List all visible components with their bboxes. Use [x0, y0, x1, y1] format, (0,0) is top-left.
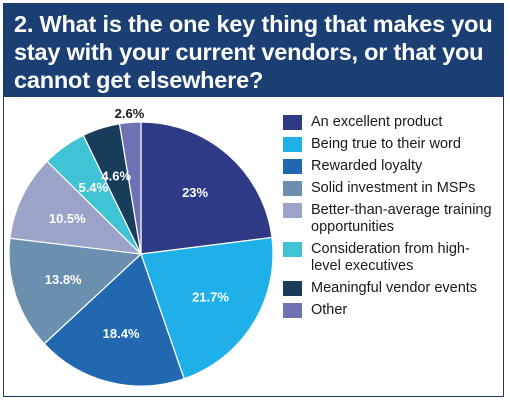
legend-label: Rewarded loyalty — [311, 158, 423, 174]
slice-label: 18.4% — [103, 326, 140, 341]
legend-swatch — [283, 159, 302, 174]
legend-item: Meaningful vendor events — [283, 280, 498, 297]
slice-label: 4.6% — [101, 169, 131, 184]
slice-label: 21.7% — [192, 290, 229, 305]
legend-swatch — [283, 242, 302, 257]
legend-label: Better-than-average training opportuniti… — [311, 202, 492, 235]
legend-label: Being true to their word — [311, 136, 461, 152]
slice-label: 10.5% — [49, 211, 86, 226]
slice-label: 23% — [182, 185, 208, 200]
legend-item: Better-than-average training opportuniti… — [283, 202, 498, 236]
pie-slice — [140, 236, 274, 380]
legend-swatch — [283, 203, 302, 218]
legend-label: An excellent product — [311, 114, 443, 130]
chart-title: 2. What is the one key thing that makes … — [14, 11, 493, 93]
pie-slice — [118, 121, 142, 255]
legend-label: Meaningful vendor events — [311, 280, 478, 296]
chart-legend: An excellent product Being true to their … — [283, 114, 498, 324]
legend-item: Rewarded loyalty — [283, 158, 498, 175]
legend-swatch — [283, 181, 302, 196]
pie-slice — [8, 237, 143, 345]
legend-item: An excellent product — [283, 114, 498, 131]
legend-swatch — [283, 281, 302, 296]
legend-swatch — [283, 137, 302, 152]
legend-item: Solid investment in MSPs — [283, 180, 498, 197]
slice-label: 13.8% — [45, 272, 82, 287]
pie-slice — [9, 160, 143, 255]
legend-item: Being true to their word — [283, 136, 498, 153]
slice-label: 2.6% — [115, 106, 145, 121]
slice-label: 5.4% — [78, 180, 108, 195]
legend-swatch — [283, 115, 302, 130]
legend-label: Solid investment in MSPs — [311, 180, 476, 196]
legend-label: Other — [311, 302, 348, 318]
title-banner: 2. What is the one key thing that makes … — [4, 4, 503, 97]
pie-slice — [43, 252, 185, 387]
legend-item: Other — [283, 302, 498, 319]
legend-swatch — [283, 303, 302, 318]
legend-label: Consideration from high-level executives — [311, 241, 470, 274]
legend-item: Consideration from high-level executives — [283, 241, 498, 275]
pie-slice — [140, 121, 273, 255]
